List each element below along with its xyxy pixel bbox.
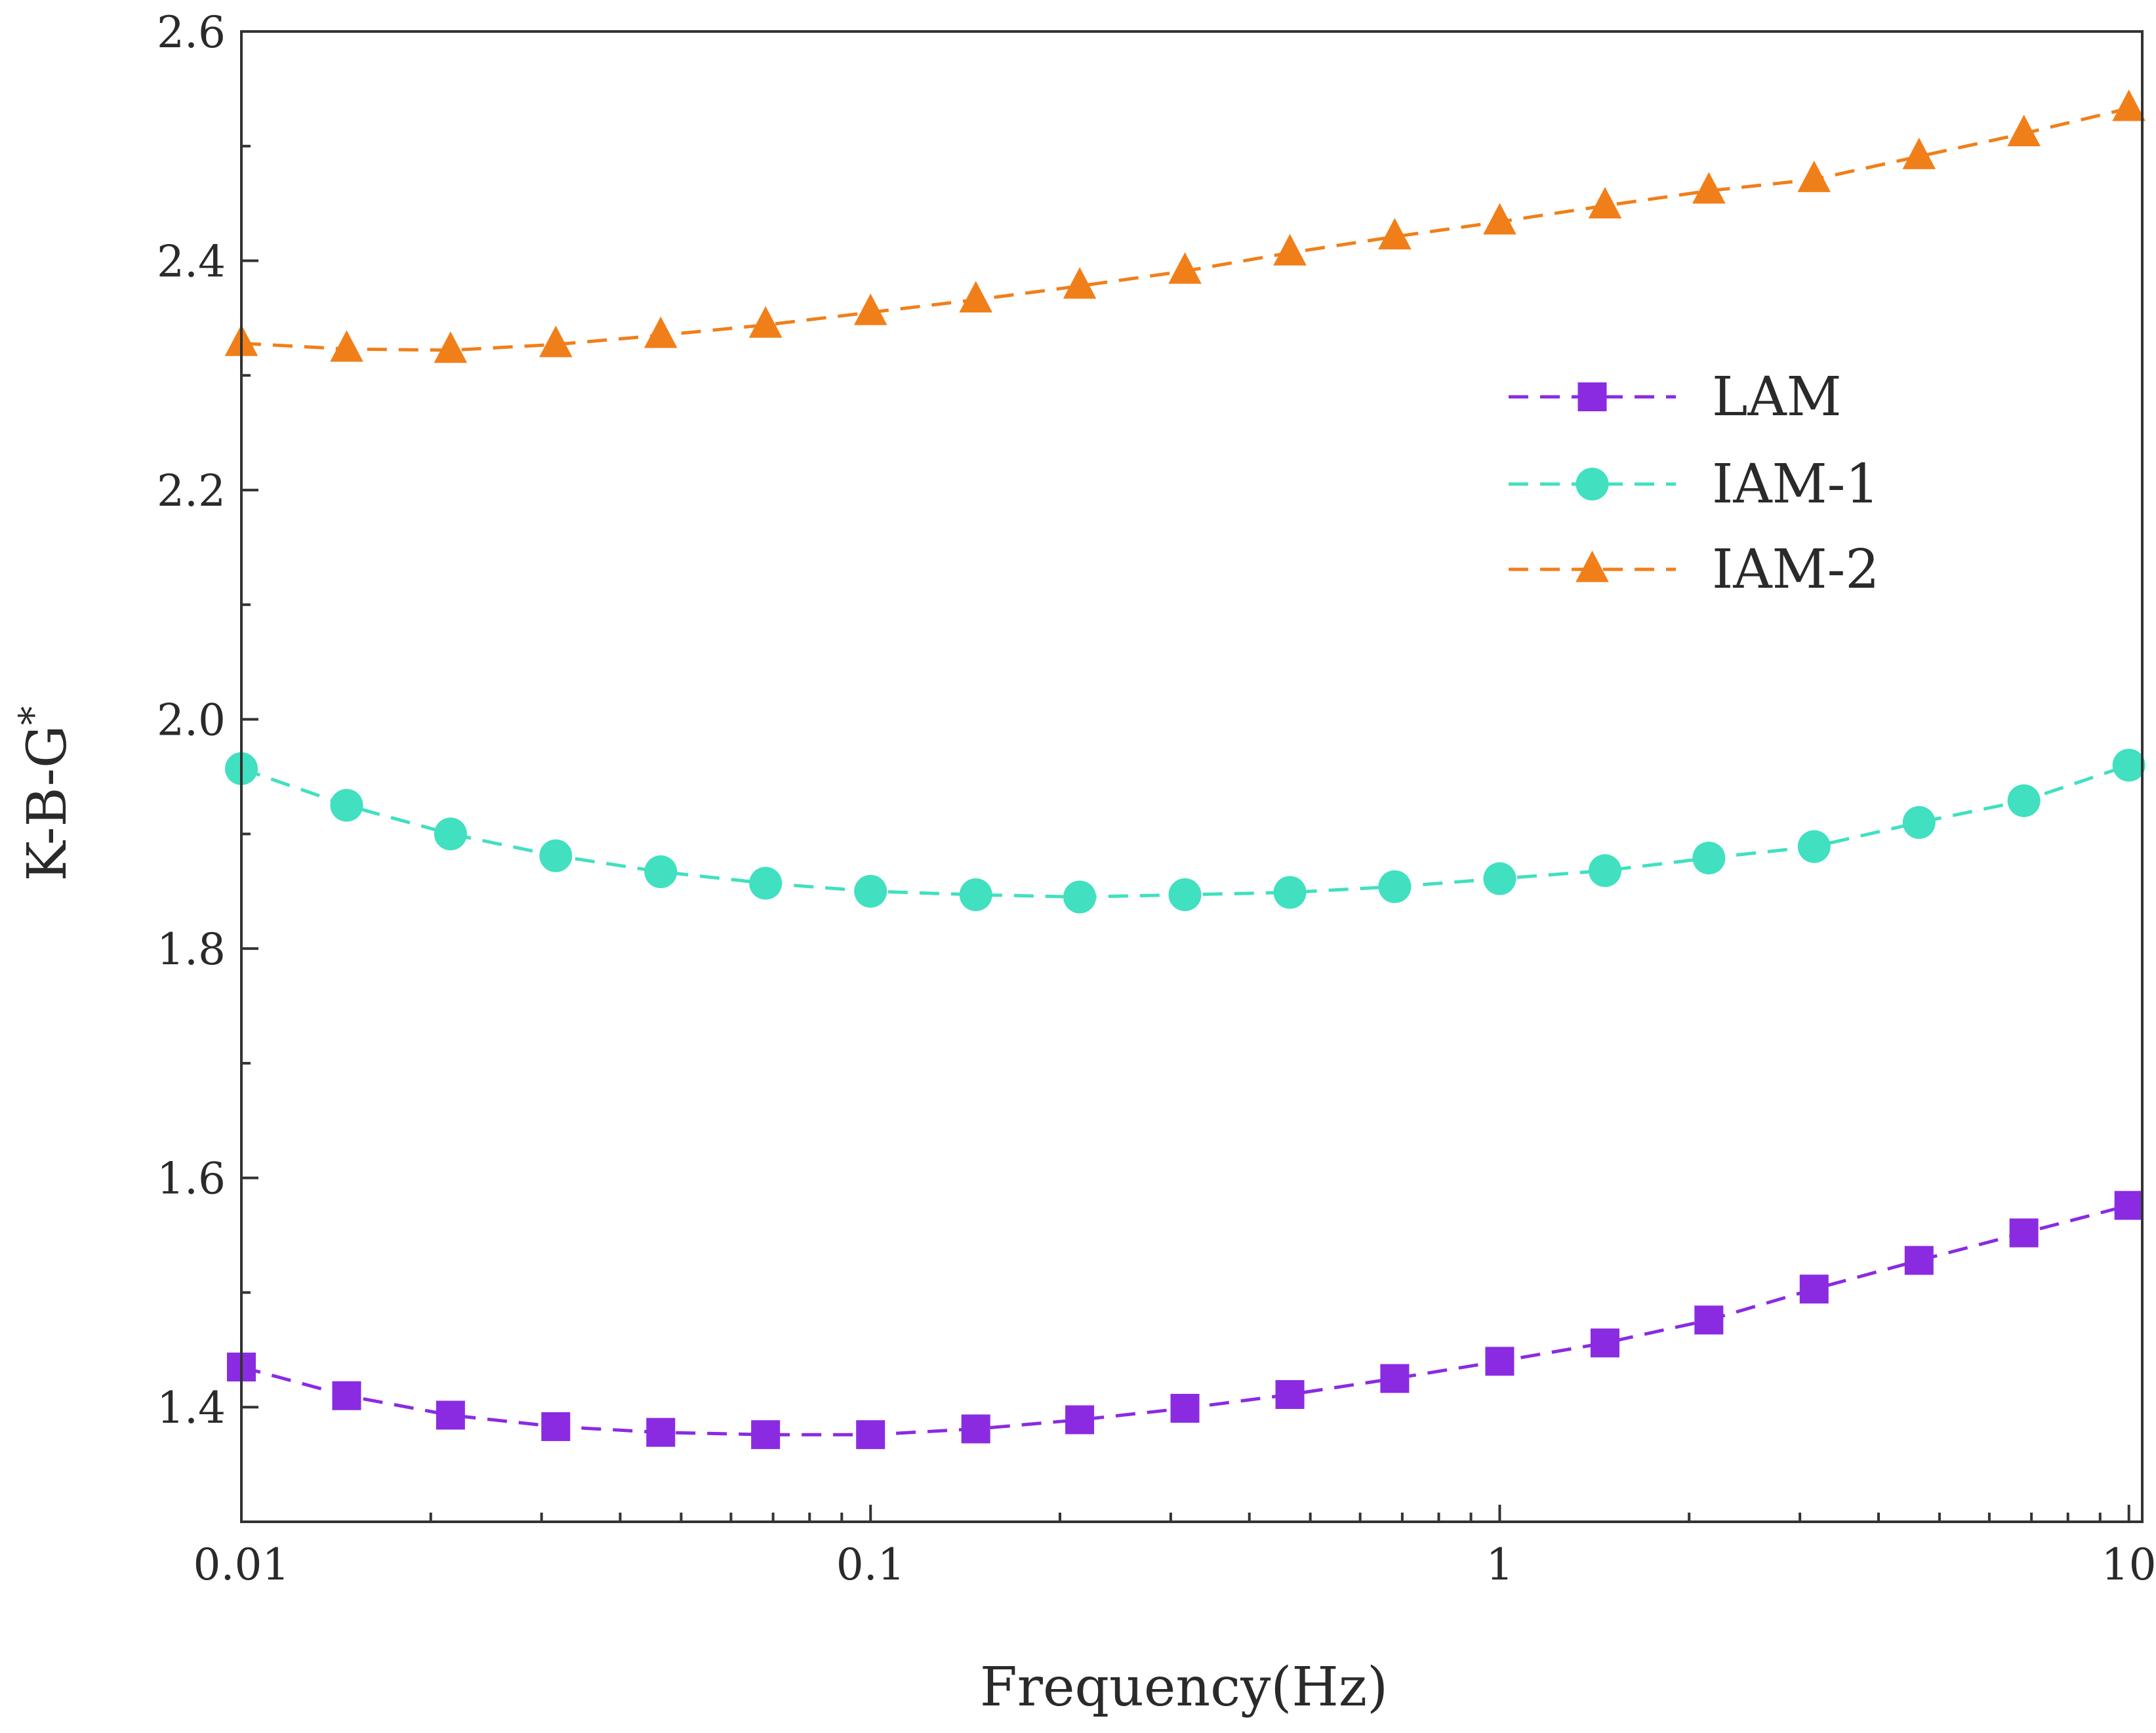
x-tick-label: 10 bbox=[2102, 1539, 2156, 1590]
data-point bbox=[332, 1381, 361, 1410]
data-point bbox=[1273, 876, 1307, 909]
data-point bbox=[751, 1420, 781, 1450]
data-point bbox=[1588, 854, 1621, 887]
data-point bbox=[1692, 172, 1726, 204]
y-axis-title: K-B-G* bbox=[10, 706, 79, 882]
legend-item-lam: LAM bbox=[1509, 366, 1842, 428]
data-point bbox=[2007, 784, 2041, 817]
data-point bbox=[1692, 842, 1726, 875]
data-point bbox=[959, 878, 992, 912]
data-point bbox=[1590, 1328, 1619, 1358]
data-point bbox=[959, 281, 993, 313]
data-point bbox=[961, 1414, 990, 1444]
y-tick-label: 2.2 bbox=[157, 466, 226, 516]
data-point bbox=[1065, 1405, 1095, 1435]
data-point bbox=[1902, 137, 1936, 169]
data-point bbox=[644, 316, 678, 348]
data-point bbox=[436, 1400, 465, 1430]
data-point bbox=[646, 1417, 676, 1447]
y-tick-label: 1.6 bbox=[157, 1154, 226, 1204]
series-iam-2 bbox=[224, 89, 2146, 363]
y-tick-label: 1.4 bbox=[157, 1383, 226, 1433]
data-point bbox=[853, 293, 887, 325]
data-point bbox=[644, 855, 678, 889]
legend-label: IAM-2 bbox=[1712, 539, 1879, 601]
data-point bbox=[434, 817, 467, 851]
legend-label: IAM-1 bbox=[1712, 453, 1879, 516]
data-point bbox=[1378, 218, 1412, 250]
data-point bbox=[330, 788, 363, 822]
legend-label: LAM bbox=[1712, 366, 1842, 428]
legend-marker bbox=[1577, 382, 1607, 411]
data-point bbox=[1902, 805, 1936, 839]
data-point bbox=[1170, 1393, 1200, 1423]
data-point bbox=[1063, 267, 1097, 299]
data-point bbox=[1588, 187, 1622, 219]
x-tick-label: 0.01 bbox=[193, 1539, 290, 1590]
series-lam bbox=[227, 1191, 2144, 1450]
x-tick-label: 1 bbox=[1486, 1539, 1513, 1590]
data-point bbox=[541, 1412, 571, 1441]
data-point bbox=[2112, 89, 2146, 121]
x-axis-title: Frequency(Hz) bbox=[980, 1656, 1388, 1719]
data-point bbox=[1168, 252, 1202, 284]
y-axis-title-text: K-B-G bbox=[16, 725, 79, 882]
data-point bbox=[2007, 114, 2041, 146]
data-point bbox=[1797, 160, 1831, 192]
data-point bbox=[434, 331, 468, 363]
x-tick-label: 0.1 bbox=[836, 1539, 905, 1590]
data-point bbox=[1797, 830, 1831, 863]
data-point bbox=[1485, 1347, 1515, 1376]
data-point bbox=[539, 839, 573, 872]
y-axis-title-superscript: * bbox=[10, 706, 55, 725]
series-layer bbox=[224, 89, 2146, 1450]
legend-marker bbox=[1576, 468, 1609, 500]
data-point bbox=[1799, 1274, 1829, 1304]
data-point bbox=[749, 866, 783, 900]
data-point bbox=[330, 330, 363, 362]
data-point bbox=[1483, 203, 1516, 235]
y-tick-label: 2.6 bbox=[157, 7, 226, 58]
data-point bbox=[748, 306, 783, 338]
data-point bbox=[856, 1420, 885, 1450]
y-tick-label: 2.0 bbox=[157, 695, 226, 746]
data-point bbox=[1483, 862, 1516, 895]
legend: LAM IAM-1 IAM-2 bbox=[1509, 366, 1879, 601]
series-iam-1 bbox=[225, 748, 2146, 914]
y-tick-label: 1.8 bbox=[157, 924, 226, 975]
data-point bbox=[1275, 1380, 1305, 1410]
legend-item-iam-1: IAM-1 bbox=[1509, 453, 1879, 516]
data-point bbox=[1904, 1246, 1934, 1275]
data-point bbox=[1694, 1305, 1724, 1335]
data-point bbox=[2009, 1218, 2039, 1248]
data-point bbox=[2112, 748, 2146, 782]
data-point bbox=[1380, 1364, 1410, 1393]
data-point bbox=[1168, 878, 1202, 912]
legend-marker bbox=[1576, 550, 1609, 582]
data-point bbox=[2114, 1191, 2144, 1220]
plot-frame bbox=[240, 30, 2144, 1523]
legend-item-iam-2: IAM-2 bbox=[1509, 539, 1879, 601]
data-point bbox=[1273, 234, 1307, 266]
data-point bbox=[1378, 870, 1412, 903]
data-point bbox=[854, 874, 887, 908]
axes-layer: 1.4 1.6 1.8 2.0 2.2 2.4 2.6 0.01 0.1 1 10 bbox=[157, 7, 2156, 1590]
data-point bbox=[539, 325, 573, 357]
y-tick-label: 2.4 bbox=[157, 237, 226, 287]
data-point bbox=[1063, 880, 1097, 914]
